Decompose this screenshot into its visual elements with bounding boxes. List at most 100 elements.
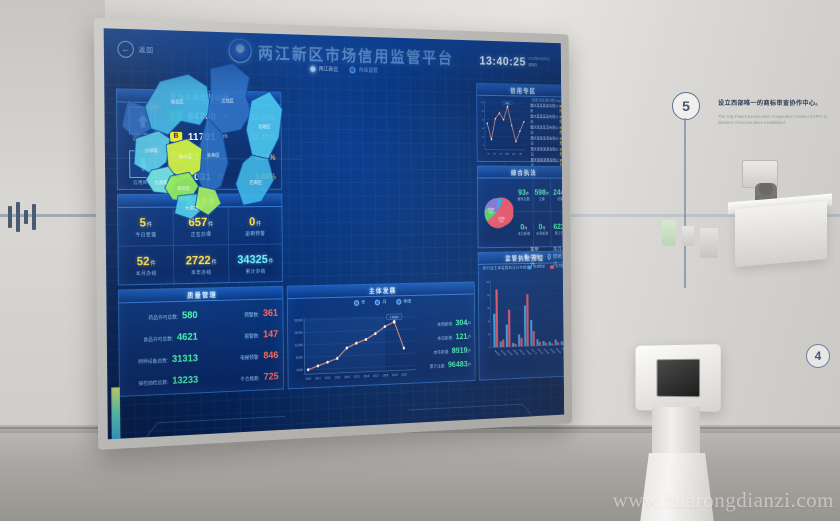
svg-text:巴南区: 巴南区 [250,179,263,186]
flow-subtitle: 各行业主体监管执法分布统计 [482,264,531,271]
table-row: 电梯预警: 846 [207,350,278,363]
svg-text:渝北区: 渝北区 [171,98,184,105]
quality-right-column: 预警数: 361 报警数: 147 电梯预警: 846 不合格数: 725 [202,299,283,393]
svg-text:网络交易: 网络交易 [537,347,544,355]
table-row: 本日新增: 121户 [419,331,471,342]
stat-value: 147 [263,328,279,340]
stat-value: 52件 [136,254,156,269]
floor-kiosk [632,344,724,521]
led-video-wall: ← 返回 两江新区市场信用监管平台 两江新区 [93,17,573,450]
radio-dot-icon [524,253,528,260]
flow-period-tabs: 本年度统计 本月度统计 [524,245,563,267]
credit-zone-body: 98分 100 80 60 40 20 0 一季 二季 三季 四季 五期 六期 [477,95,565,168]
stat-label: 本月办结 [135,270,157,278]
svg-text:长寿区: 长寿区 [207,152,220,159]
svg-text:2015: 2015 [354,375,360,379]
exhibit-title-cn: 设立西部唯一的商标审查协作中心。 [718,100,822,107]
table-row: 食品许可总数: 4621 [124,331,198,344]
quality-grid: 药品许可总数: 580 食品许可总数: 4621 特种设备总数: 31313 抽检抽检… [119,299,283,397]
stat-value: 244件 [552,187,565,197]
stat-value: 8919户 [451,344,472,355]
svg-text:80: 80 [482,111,485,113]
svg-text:价格监督: 价格监督 [543,347,550,355]
svg-text:20,000: 20,000 [294,318,302,322]
svg-text:60: 60 [482,119,485,121]
clock-date-block: 2018年09月20日 星期四 [528,57,550,69]
tab-label: 月 [382,300,387,306]
company-name: 重庆某某某某有限公司 [530,113,559,125]
svg-text:2013: 2013 [335,375,341,379]
list-item: 重庆某某某某有限公司 98分 [528,103,564,115]
stat-value: 623件 [553,221,565,231]
stat-label: 本周新增 [536,231,549,236]
table-row: 累计注册: 96483户 [419,358,472,369]
stat-value: 2722件 [185,253,217,268]
stat-value: 846 [263,349,279,361]
svg-text:餐饮服务: 餐饮服务 [494,349,501,357]
wall-exhibit-panel: 5 设立西部唯一的商标审查协作中心。 The only Patent Exami… [672,92,837,288]
panel-quality-management: 质量管理 药品许可总数: 580 食品许可总数: 4621 特种设备总数: 31313… [117,285,285,397]
svg-text:98分: 98分 [505,101,510,105]
stat-label: 累计注册: [429,363,446,369]
tab-year[interactable]: 年 [353,299,366,306]
svg-text:20: 20 [482,136,485,138]
back-button[interactable]: ← 返回 [117,40,154,59]
table-row: 抽检抽检总数: 13233 [125,374,198,388]
svg-text:0: 0 [483,145,485,147]
tab-year-stats[interactable]: 本年度统计 [524,246,540,268]
panel-credit-zone: 信用专区 [476,82,565,168]
stat-value: 361 [262,307,279,319]
tab-quarter[interactable]: 季度 [395,298,412,305]
svg-text:80: 80 [487,294,490,297]
kiosk-screen[interactable] [656,358,701,398]
stat-cell: 598件 立案 [532,177,552,213]
svg-text:沙坪坝: 沙坪坝 [145,147,159,154]
tab-label: 本年度统计 [530,247,540,268]
clock-time: 13:40:25 [479,53,526,69]
panel-title: 质量管理 [187,292,218,300]
development-line-chart: 17600 20,000 16,000 12,000 8,000 4,000 2010… [288,308,420,387]
stat-label: 抽检抽检总数: [138,379,169,387]
stat-label: 本日新增: [437,335,454,341]
svg-text:特种设备: 特种设备 [518,348,526,356]
kiosk-head [635,344,721,412]
list-item: 重庆某某某某有限公司 96分 [529,114,565,125]
company-name: 重庆某某某某有限公司 [530,124,559,135]
stat-value: 304户 [455,317,471,327]
model-green-object [662,220,676,246]
exhibit-number-badge: 5 [672,92,700,120]
back-button-label: 返回 [138,46,154,55]
list-item: 重庆某某某某有限公司 91分 [529,147,564,158]
stat-label: 预警数: [244,311,260,319]
stat-label: 本年办结 [191,269,212,277]
stat-cell: 93件 案件总数 [514,177,534,213]
svg-text:一季: 一季 [486,152,489,156]
stat-cell: 0件 本周新增 [533,211,552,247]
svg-text:药品经营: 药品经营 [506,348,513,356]
svg-text:28%: 28% [488,210,493,214]
svg-text:三季: 三季 [499,152,502,156]
credit-rank-list[interactable]: 信用专区排行榜(TopN) 重庆某某某某有限公司 98分 重庆某某某某有限公司 96… [528,96,565,168]
svg-text:九龙坡: 九龙坡 [154,179,168,186]
stat-cell: 52件 本月办结 [118,245,175,286]
radio-dot-icon [375,299,381,305]
svg-text:渝中区: 渝中区 [179,153,192,160]
stat-value: 34325件 [237,252,274,267]
table-row: 本年新增: 8919户 [419,345,471,356]
stat-label: 立案 [538,197,545,201]
table-row: 药品许可总数: 580 [124,310,197,323]
stat-label: 累计办结 [245,268,266,276]
stat-label: 不合格数: [240,375,260,383]
panel-enforcement-flow: 监管执法流程 各行业主体监管执法分布统计 检查数量 处罚数量 [477,250,565,381]
svg-text:食品流通: 食品流通 [500,349,508,357]
tab-month-stats[interactable]: 本月度统计 [547,245,563,267]
svg-text:2019: 2019 [392,373,398,377]
tab-label: 季度 [403,299,412,305]
stat-value: 0件 [538,221,546,232]
svg-text:六期: 六期 [518,152,521,156]
company-score: 91分 [559,146,564,156]
tab-month[interactable]: 月 [375,298,387,305]
stat-cell: 0件 本月新增 [514,212,534,247]
